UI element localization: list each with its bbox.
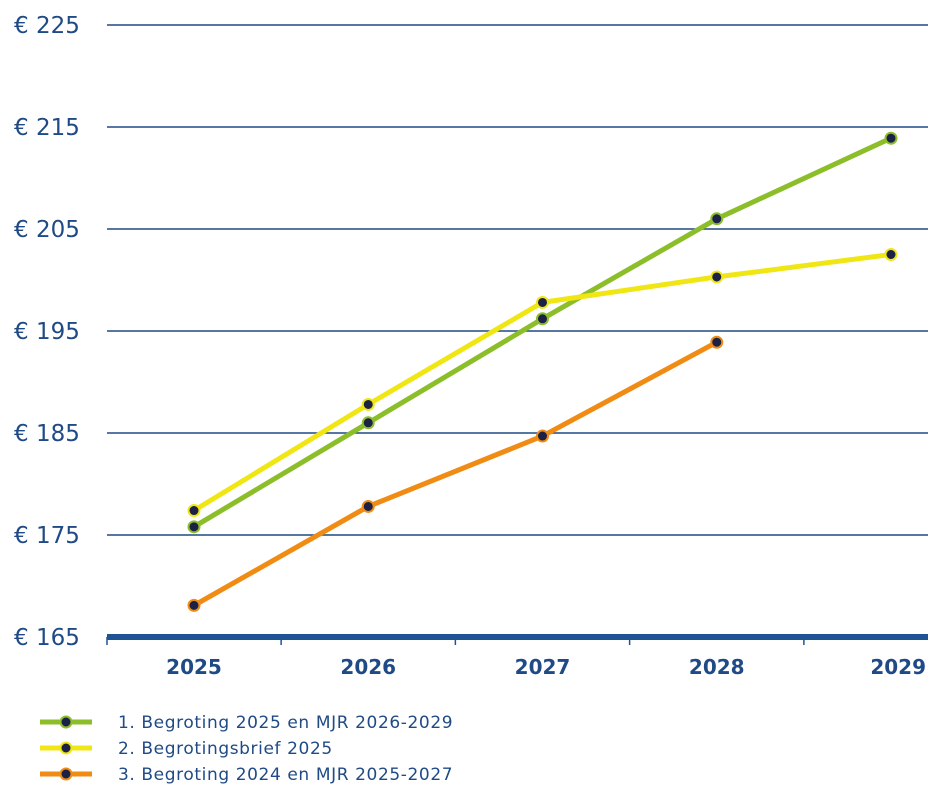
data-point	[361, 397, 375, 411]
x-tick-label: 2029	[870, 655, 926, 679]
x-tick-label: 2026	[340, 655, 396, 679]
legend-marker	[59, 715, 73, 729]
x-axis: 2025 2026 2027 2028 2029	[106, 634, 928, 679]
y-axis: € 165 € 175 € 185 € 195 € 205 € 215 € 225	[14, 13, 80, 651]
data-point	[710, 335, 724, 349]
gridlines	[107, 24, 928, 536]
x-tick-label: 2028	[689, 655, 745, 679]
series-2	[187, 248, 898, 518]
series-line	[191, 135, 894, 530]
data-point	[536, 312, 549, 326]
data-point	[710, 212, 724, 226]
data-point	[884, 248, 898, 261]
series	[187, 131, 898, 612]
legend-marker	[59, 741, 73, 755]
legend-label: 1. Begroting 2025 en MJR 2026-2029	[118, 713, 453, 733]
data-point	[361, 416, 375, 430]
y-tick-label: € 195	[14, 319, 80, 345]
y-tick-label: € 185	[14, 421, 80, 447]
series-line	[191, 252, 894, 513]
y-tick-label: € 205	[14, 217, 80, 243]
series-1	[187, 131, 898, 534]
y-tick-label: € 175	[14, 523, 80, 549]
x-tick-label: 2027	[515, 655, 571, 679]
y-tick-label: € 225	[14, 13, 80, 39]
data-point	[361, 499, 375, 513]
data-point	[187, 504, 201, 518]
series-line	[191, 339, 720, 608]
y-tick-label: € 215	[14, 115, 80, 141]
y-tick-label: € 165	[14, 625, 80, 651]
data-point	[536, 429, 549, 443]
legend-item: 2. Begrotingsbrief 2025	[40, 739, 333, 759]
data-point	[884, 131, 898, 145]
x-tick-label: 2025	[166, 655, 222, 679]
data-point	[710, 270, 724, 284]
data-point	[536, 295, 549, 309]
legend: 1. Begroting 2025 en MJR 2026-2029 2. Beg…	[40, 713, 453, 785]
series-3	[187, 335, 724, 612]
data-point	[187, 520, 201, 534]
legend-label: 2. Begrotingsbrief 2025	[118, 739, 333, 759]
legend-marker	[59, 767, 73, 781]
data-point	[187, 598, 201, 612]
legend-label: 3. Begroting 2024 en MJR 2025-2027	[118, 765, 453, 785]
legend-item: 3. Begroting 2024 en MJR 2025-2027	[40, 765, 453, 785]
legend-item: 1. Begroting 2025 en MJR 2026-2029	[40, 713, 453, 733]
